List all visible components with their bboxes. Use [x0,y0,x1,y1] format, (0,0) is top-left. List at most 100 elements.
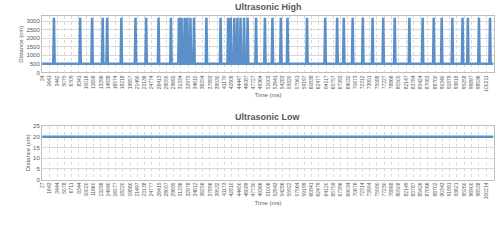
svg-text:82149: 82149 [403,182,409,196]
svg-text:96900: 96900 [468,182,474,196]
svg-text:28057: 28057 [163,182,169,196]
svg-text:Time (ms): Time (ms) [255,92,282,98]
svg-text:64117: 64117 [323,75,329,89]
svg-text:47727: 47727 [250,75,256,89]
svg-text:55920: 55920 [286,75,292,89]
svg-text:69034: 69034 [345,182,351,196]
svg-text:16574: 16574 [112,75,118,89]
svg-text:31334: 31334 [177,75,183,89]
svg-text:1643: 1643 [46,182,52,193]
svg-text:1500: 1500 [26,44,40,50]
svg-text:20: 20 [33,134,40,140]
svg-text:54286: 54286 [279,182,285,196]
svg-text:13298: 13298 [98,182,104,196]
svg-text:3000: 3000 [26,18,40,24]
svg-text:69032: 69032 [345,75,351,89]
svg-text:73951: 73951 [366,75,372,89]
svg-text:32975: 32975 [185,75,191,89]
svg-text:26413: 26413 [156,75,162,89]
svg-text:49366: 49366 [257,182,263,196]
svg-text:59197: 59197 [301,75,307,89]
svg-text:16577: 16577 [112,182,118,196]
svg-text:3444: 3444 [54,182,60,193]
svg-text:Time (ms): Time (ms) [255,200,282,206]
svg-text:54283: 54283 [279,75,285,89]
svg-text:Distance (cm): Distance (cm) [25,134,31,171]
svg-text:91981: 91981 [446,182,452,196]
svg-text:32978: 32978 [185,182,191,196]
svg-text:51003: 51003 [265,75,271,89]
svg-text:44450: 44450 [236,182,242,196]
svg-text:19860: 19860 [127,182,133,196]
svg-text:55922: 55922 [286,182,292,196]
svg-text:21497: 21497 [134,182,140,196]
svg-text:46087: 46087 [243,75,249,89]
svg-text:41173: 41173 [221,182,227,196]
svg-text:64120: 64120 [323,182,329,196]
svg-text:13296: 13296 [98,75,104,89]
svg-text:37893: 37893 [207,75,213,89]
svg-text:98538: 98538 [475,182,481,196]
svg-text:62477: 62477 [315,75,321,89]
svg-text:87063: 87063 [424,75,430,89]
svg-text:90340: 90340 [439,75,445,89]
svg-text:90343: 90343 [439,182,445,196]
svg-text:49364: 49364 [257,75,263,89]
svg-text:23138: 23138 [141,182,147,196]
svg-text:70676: 70676 [352,182,358,196]
svg-text:95258: 95258 [461,75,467,89]
svg-text:67396: 67396 [337,182,343,196]
svg-text:15: 15 [33,145,40,151]
svg-text:57564: 57564 [294,182,300,196]
svg-text:82147: 82147 [403,75,409,89]
svg-text:19857: 19857 [127,75,133,89]
svg-text:39532: 39532 [214,182,220,196]
svg-text:65759: 65759 [330,182,336,196]
svg-text:98536: 98536 [475,75,481,89]
svg-text:93618: 93618 [453,75,459,89]
svg-text:5075: 5075 [61,75,67,86]
svg-text:8341: 8341 [76,75,82,86]
svg-text:96897: 96897 [468,75,474,89]
svg-text:72314: 72314 [359,182,365,196]
svg-text:39530: 39530 [214,75,220,89]
svg-text:3442: 3442 [54,75,60,86]
svg-text:Ultrasonic High: Ultrasonic High [235,2,302,12]
svg-text:73954: 73954 [366,182,372,196]
svg-text:14940: 14940 [105,182,111,196]
svg-text:0: 0 [36,70,40,76]
svg-text:67393: 67393 [337,75,343,89]
svg-text:88702: 88702 [432,182,438,196]
svg-text:65757: 65757 [330,75,336,89]
svg-text:70673: 70673 [352,75,358,89]
svg-text:1641: 1641 [46,75,52,86]
svg-text:5078: 5078 [61,182,67,193]
svg-text:Distance (cm): Distance (cm) [18,26,24,63]
svg-text:5: 5 [36,166,40,172]
svg-text:10: 10 [33,155,40,161]
svg-text:29692: 29692 [170,75,176,89]
svg-text:18220: 18220 [119,182,125,196]
svg-text:1000: 1000 [26,52,40,58]
svg-text:11660: 11660 [90,182,96,196]
svg-text:36256: 36256 [199,182,205,196]
svg-text:57561: 57561 [294,75,300,89]
svg-text:60841: 60841 [308,182,314,196]
svg-text:75588: 75588 [374,75,380,89]
svg-text:88700: 88700 [432,75,438,89]
svg-text:87066: 87066 [424,182,430,196]
svg-text:29695: 29695 [170,182,176,196]
svg-text:91979: 91979 [446,75,452,89]
svg-text:26415: 26415 [156,182,162,196]
svg-text:6711: 6711 [68,182,74,193]
svg-text:95260: 95260 [461,182,467,196]
svg-text:11658: 11658 [90,75,96,89]
svg-text:6709: 6709 [68,75,74,86]
svg-text:59199: 59199 [301,182,307,196]
svg-text:44447: 44447 [236,75,242,89]
svg-text:83787: 83787 [410,182,416,196]
svg-text:80505: 80505 [395,75,401,89]
svg-text:21495: 21495 [134,75,140,89]
svg-text:77230: 77230 [381,182,387,196]
svg-text:10020: 10020 [83,182,89,196]
